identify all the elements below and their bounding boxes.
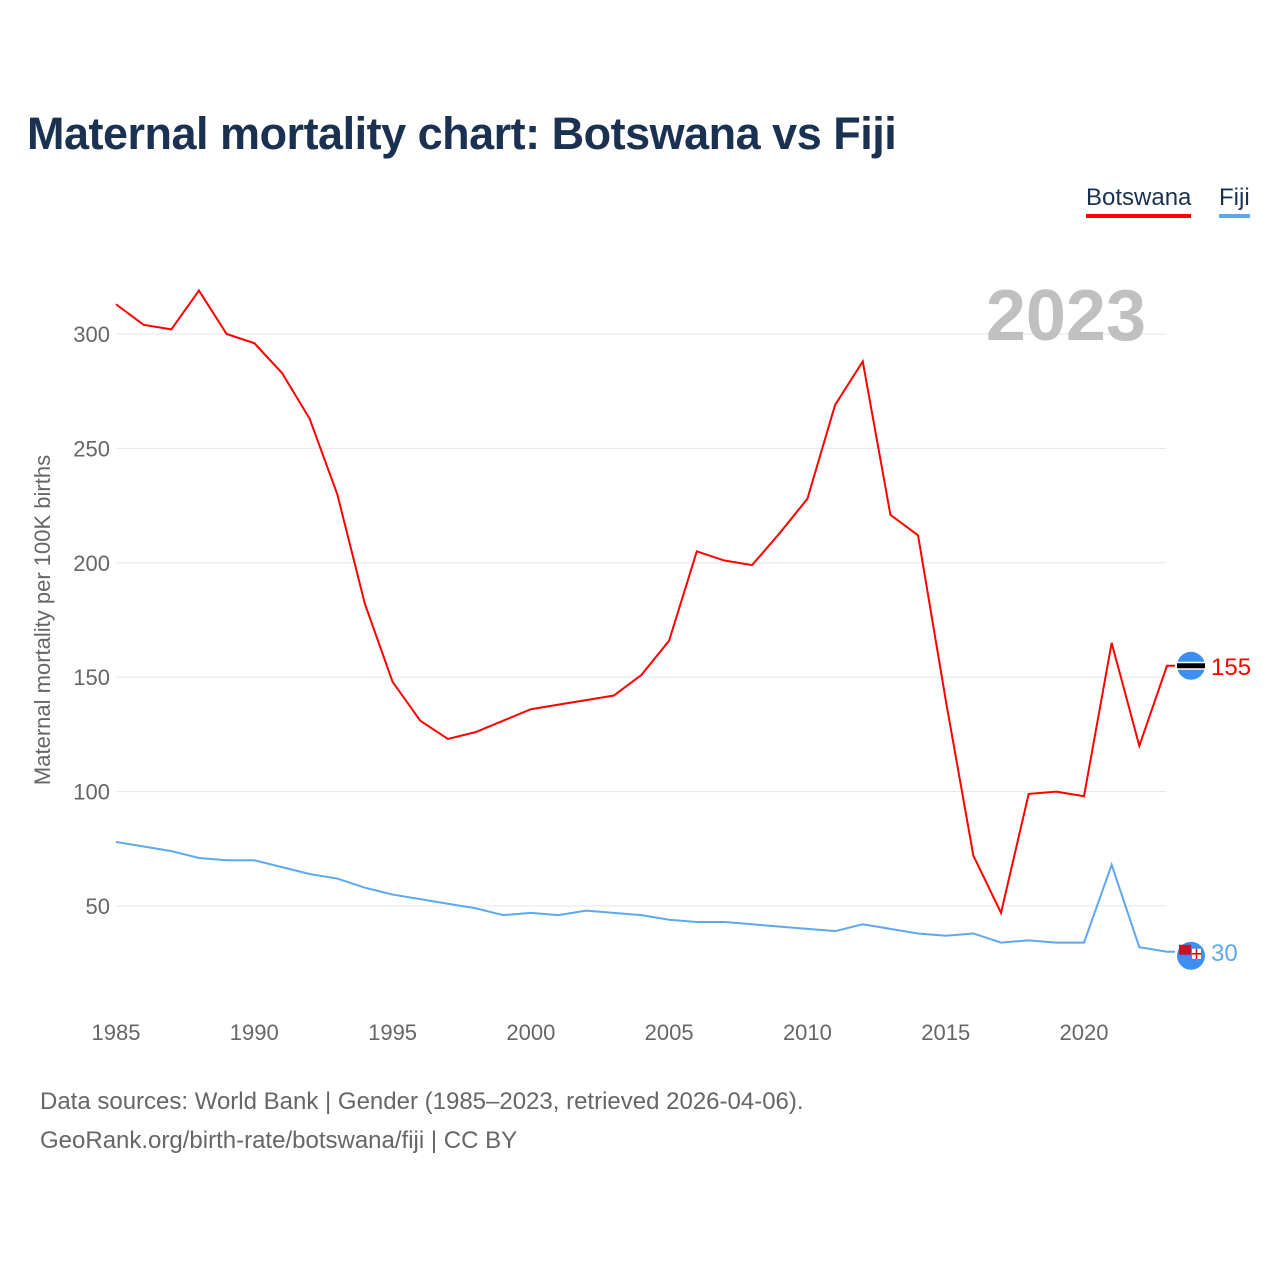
y-tick-label: 100 <box>73 780 110 805</box>
x-tick-label: 2005 <box>645 1020 694 1045</box>
footer-sources: Data sources: World Bank | Gender (1985–… <box>40 1088 804 1115</box>
x-tick-label: 1995 <box>368 1020 417 1045</box>
x-tick-label: 2020 <box>1060 1020 1109 1045</box>
x-tick-label: 2015 <box>921 1020 970 1045</box>
end-value-label-botswana: 155 <box>1211 654 1251 681</box>
footer-link[interactable]: GeoRank.org/birth-rate/botswana/fiji | C… <box>40 1127 518 1154</box>
legend-fiji[interactable]: Fiji <box>1219 184 1250 218</box>
legend-botswana[interactable]: Botswana <box>1086 184 1192 218</box>
y-tick-label: 300 <box>73 322 110 347</box>
y-tick-label: 200 <box>73 551 110 576</box>
y-tick-label: 50 <box>86 894 110 919</box>
y-tick-label: 250 <box>73 436 110 461</box>
year-label: 2023 <box>986 276 1146 356</box>
fiji-flag-icon <box>1177 941 1205 970</box>
y-axis-label: Maternal mortality per 100K births <box>30 455 55 785</box>
x-tick-label: 1990 <box>230 1020 279 1045</box>
end-value-label-fiji: 30 <box>1211 940 1238 967</box>
chart-title: Maternal mortality chart: Botswana vs Fi… <box>27 108 897 159</box>
x-tick-label: 2000 <box>506 1020 555 1045</box>
botswana-flag-icon <box>1177 651 1205 680</box>
y-tick-label: 150 <box>73 665 110 690</box>
series-line-botswana <box>115 288 1175 916</box>
x-tick-label: 1985 <box>92 1020 141 1045</box>
x-tick-label: 2010 <box>783 1020 832 1045</box>
series-line-fiji <box>115 840 1175 953</box>
